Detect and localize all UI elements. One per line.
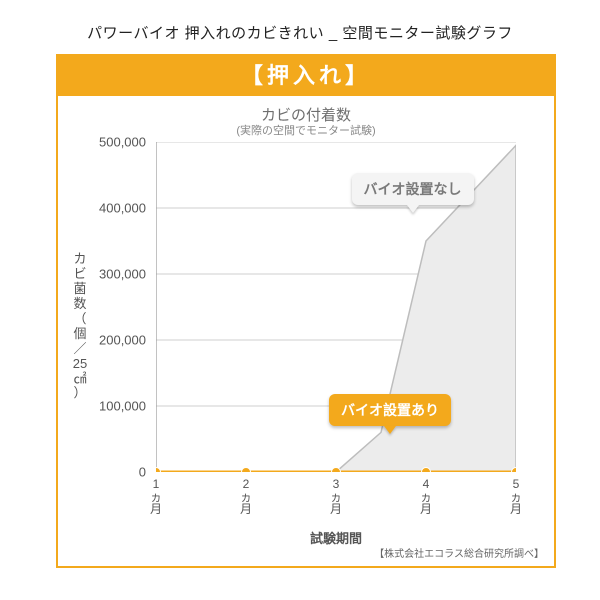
y-axis-label: カビ菌数（個／25㎠） bbox=[70, 252, 90, 401]
x-tick-label: 1ヵ月 bbox=[147, 478, 165, 516]
banner-title: 【押入れ】 bbox=[58, 56, 554, 96]
callout-tail-icon bbox=[407, 205, 419, 213]
page-root: パワーバイオ 押入れのカビきれい _ 空間モニター試験グラフ 【押入れ】 カビの… bbox=[0, 0, 600, 600]
x-tick-label: 3ヵ月 bbox=[327, 478, 345, 516]
x-tick-label: 4ヵ月 bbox=[417, 478, 435, 516]
y-tick-label: 500,000 bbox=[76, 135, 146, 150]
callout-without-bio: バイオ設置なし bbox=[352, 173, 474, 205]
plot-area: 0100,000200,000300,000400,000500,000 1ヵ月… bbox=[156, 142, 516, 472]
chart-frame: 【押入れ】 カビの付着数 (実際の空間でモニター試験) 0100,000200,… bbox=[56, 54, 556, 568]
callout-with-bio: バイオ設置あり bbox=[329, 394, 451, 426]
callout-with-label: バイオ設置あり bbox=[341, 402, 439, 418]
page-title: パワーバイオ 押入れのカビきれい _ 空間モニター試験グラフ bbox=[0, 22, 600, 43]
source-note: 【株式会社エコラス総合研究所調べ】 bbox=[374, 545, 544, 560]
callout-tail-icon bbox=[384, 426, 396, 434]
y-tick-label: 400,000 bbox=[76, 201, 146, 216]
callout-without-label: バイオ設置なし bbox=[364, 181, 462, 197]
x-tick-label: 5ヵ月 bbox=[507, 478, 525, 516]
y-tick-label: 0 bbox=[76, 465, 146, 480]
x-tick-label: 2ヵ月 bbox=[237, 478, 255, 516]
